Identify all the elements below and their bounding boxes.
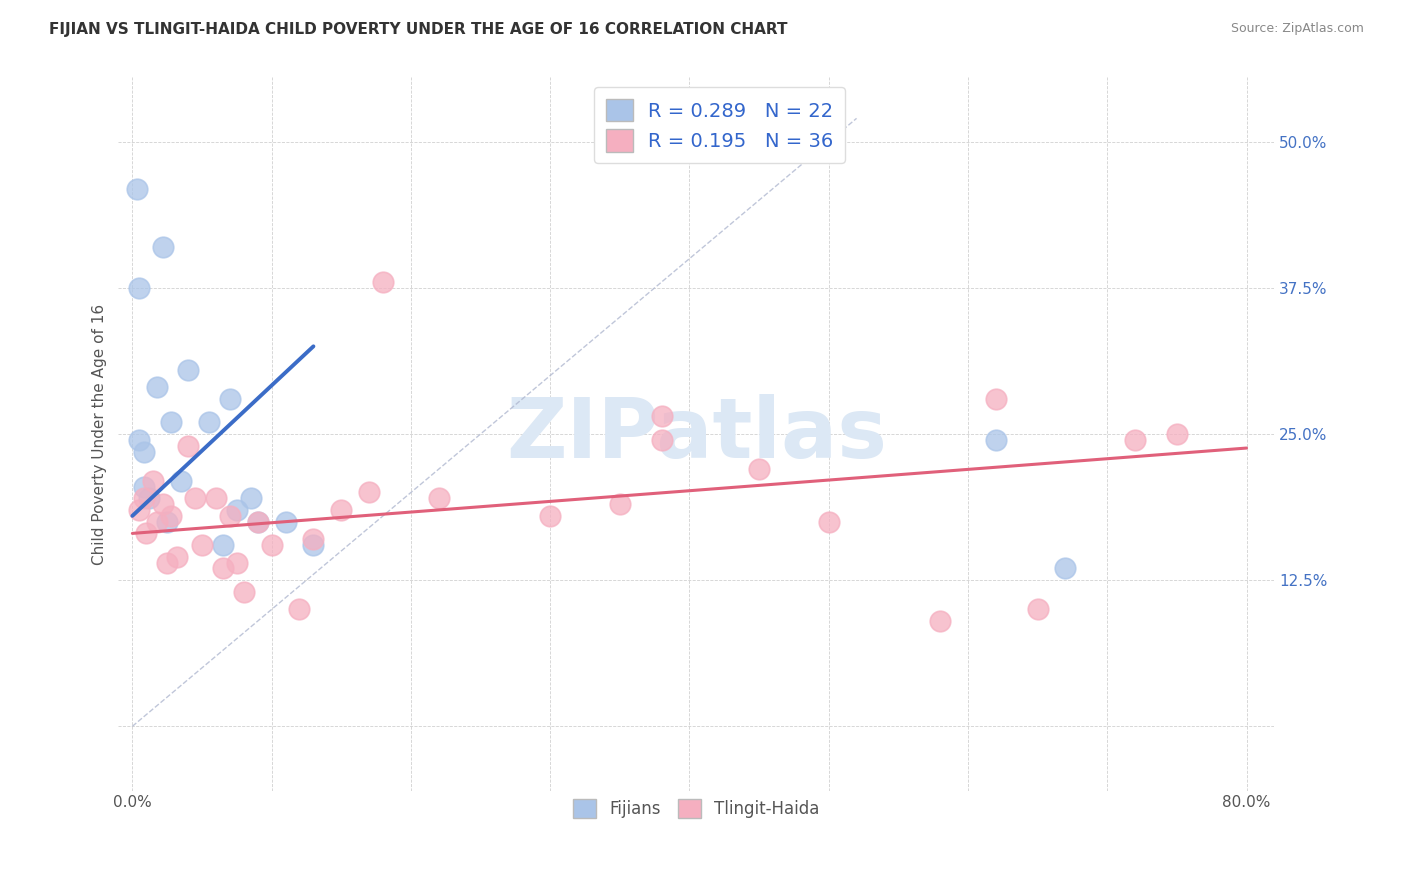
Point bbox=[160, 415, 183, 429]
Point bbox=[212, 561, 235, 575]
Point bbox=[128, 433, 150, 447]
Point bbox=[748, 462, 770, 476]
Point bbox=[246, 515, 269, 529]
Point bbox=[302, 538, 325, 552]
Point bbox=[239, 491, 262, 506]
Point bbox=[651, 409, 673, 424]
Point bbox=[212, 538, 235, 552]
Point bbox=[205, 491, 228, 506]
Point bbox=[132, 444, 155, 458]
Point bbox=[218, 392, 240, 406]
Point bbox=[929, 614, 952, 628]
Point bbox=[184, 491, 207, 506]
Point bbox=[170, 474, 193, 488]
Point bbox=[156, 515, 179, 529]
Point bbox=[128, 281, 150, 295]
Point bbox=[146, 515, 169, 529]
Point bbox=[232, 585, 254, 599]
Point bbox=[302, 533, 325, 547]
Point bbox=[152, 240, 174, 254]
Point bbox=[288, 602, 311, 616]
Point bbox=[152, 497, 174, 511]
Point bbox=[156, 556, 179, 570]
Point bbox=[984, 433, 1007, 447]
Point bbox=[138, 491, 160, 506]
Point bbox=[330, 503, 353, 517]
Point bbox=[651, 433, 673, 447]
Point bbox=[260, 538, 283, 552]
Point bbox=[198, 415, 221, 429]
Point bbox=[128, 503, 150, 517]
Point bbox=[125, 181, 148, 195]
Text: FIJIAN VS TLINGIT-HAIDA CHILD POVERTY UNDER THE AGE OF 16 CORRELATION CHART: FIJIAN VS TLINGIT-HAIDA CHILD POVERTY UN… bbox=[49, 22, 787, 37]
Legend: Fijians, Tlingit-Haida: Fijians, Tlingit-Haida bbox=[567, 792, 827, 825]
Point bbox=[817, 515, 839, 529]
Point bbox=[132, 491, 155, 506]
Point bbox=[146, 380, 169, 394]
Point bbox=[218, 508, 240, 523]
Point bbox=[191, 538, 214, 552]
Text: Source: ZipAtlas.com: Source: ZipAtlas.com bbox=[1230, 22, 1364, 36]
Point bbox=[1166, 427, 1188, 442]
Point bbox=[609, 497, 631, 511]
Point bbox=[166, 549, 188, 564]
Point bbox=[225, 556, 247, 570]
Point bbox=[371, 275, 394, 289]
Point bbox=[177, 362, 200, 376]
Point bbox=[246, 515, 269, 529]
Point bbox=[177, 439, 200, 453]
Point bbox=[160, 508, 183, 523]
Point bbox=[1026, 602, 1049, 616]
Y-axis label: Child Poverty Under the Age of 16: Child Poverty Under the Age of 16 bbox=[93, 303, 107, 565]
Text: ZIPatlas: ZIPatlas bbox=[506, 393, 887, 475]
Point bbox=[135, 526, 157, 541]
Point bbox=[359, 485, 381, 500]
Point bbox=[1054, 561, 1077, 575]
Point bbox=[427, 491, 450, 506]
Point bbox=[274, 515, 297, 529]
Point bbox=[1123, 433, 1146, 447]
Point bbox=[132, 480, 155, 494]
Point bbox=[984, 392, 1007, 406]
Point bbox=[142, 474, 165, 488]
Point bbox=[225, 503, 247, 517]
Point bbox=[538, 508, 561, 523]
